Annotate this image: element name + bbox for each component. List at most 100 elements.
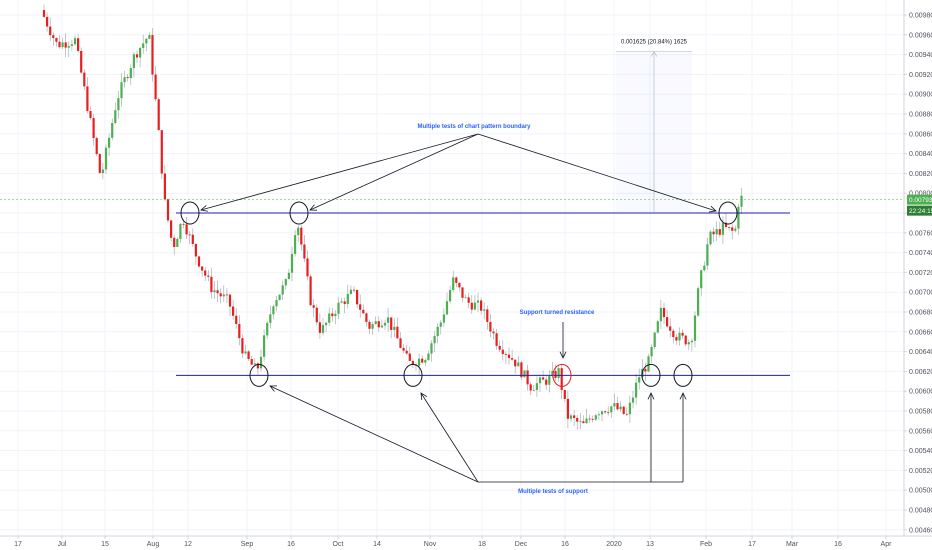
price-axis[interactable]: 0.009800 0.009600 0.009400 0.009200 0.009000… [903,0,932,536]
time-axis[interactable]: 17 Jul 15 Aug 12 Sep 16 Oct 14 Nov 18 Dec 16 2020 13 Fe… [0,535,932,548]
candle-body [529,384,532,391]
y-tick-label: 0.007200 [909,270,932,277]
candle-body [157,99,160,131]
candle [436,323,439,344]
candle-body [266,322,269,336]
candle-body [284,279,287,286]
candle-body [607,412,610,414]
candle-body [42,10,46,17]
candle [693,311,697,348]
candle [269,305,272,329]
candle-body [287,272,290,280]
candle [281,280,284,301]
candle-body [120,82,123,99]
candle-body [123,77,126,83]
candle [532,385,535,391]
candle-body [173,237,176,247]
candle-body [142,43,145,48]
candle [514,359,517,374]
candle [52,32,55,46]
candle-body [145,38,148,44]
candle-body [315,307,318,323]
candle-body [464,297,467,299]
candle [706,237,709,270]
candle [259,349,263,372]
candle [666,309,669,328]
candle-body [194,243,197,257]
candle [504,351,507,364]
candle [687,339,690,351]
candle [148,32,151,40]
candle-body [383,322,387,326]
candle [170,219,173,242]
candle-body [52,35,55,38]
chart-grid [0,0,904,536]
candle [613,393,616,411]
candle [734,225,737,233]
candle-body [594,415,597,420]
candle-body [436,326,439,337]
candle [721,216,724,245]
candle [67,41,70,58]
candle-body [734,228,737,231]
candle-body [424,359,427,363]
candle-body [83,72,86,87]
arrow-to-resistance-3-head [709,205,717,213]
candle-body [635,382,638,398]
candle [684,334,687,347]
candle-body [442,314,445,323]
candle [210,267,213,299]
candle-body [132,54,135,69]
candle [238,315,241,346]
candle [297,225,300,243]
candle-body [275,299,278,307]
candle-body [653,332,656,347]
candle [498,340,501,353]
candle [312,299,315,318]
candle-body [58,41,61,48]
candle-body [219,293,222,297]
candle [495,328,498,350]
candle-body [712,231,715,235]
candle-body [445,301,449,315]
candle [157,97,160,131]
candle-body [678,332,681,341]
candle-body [207,275,210,277]
candle [185,216,188,239]
countdown-label: 22:24:15 [909,208,932,215]
candle-body [346,293,349,305]
candle-body [430,343,433,354]
candle [300,225,303,251]
candle-body [718,229,721,235]
candle [331,307,334,322]
candle-body [616,403,619,410]
candle [591,415,594,423]
candle-body [467,297,470,303]
candle [334,309,337,325]
candle [278,294,281,301]
y-tick-label: 0.005400 [909,448,932,455]
candle [461,287,464,303]
y-tick-label: 0.008800 [909,112,932,119]
candle [473,294,476,311]
candle [604,410,607,414]
candle-body [610,406,613,413]
candle-body [225,294,228,296]
candle-body [325,322,328,326]
candle [380,319,383,329]
candle [697,286,700,317]
candle [442,308,445,327]
candle-body [86,86,89,112]
candle [728,226,731,231]
candle-body [681,332,684,336]
candle-body [101,169,104,174]
y-tick-label: 0.009400 [909,52,932,59]
candle-body [473,302,476,310]
candle-body [700,270,703,289]
candle [690,338,693,352]
candle-body [290,253,294,273]
candle-body [433,336,436,344]
y-tick-label: 0.008400 [909,151,932,158]
candle [569,413,573,423]
